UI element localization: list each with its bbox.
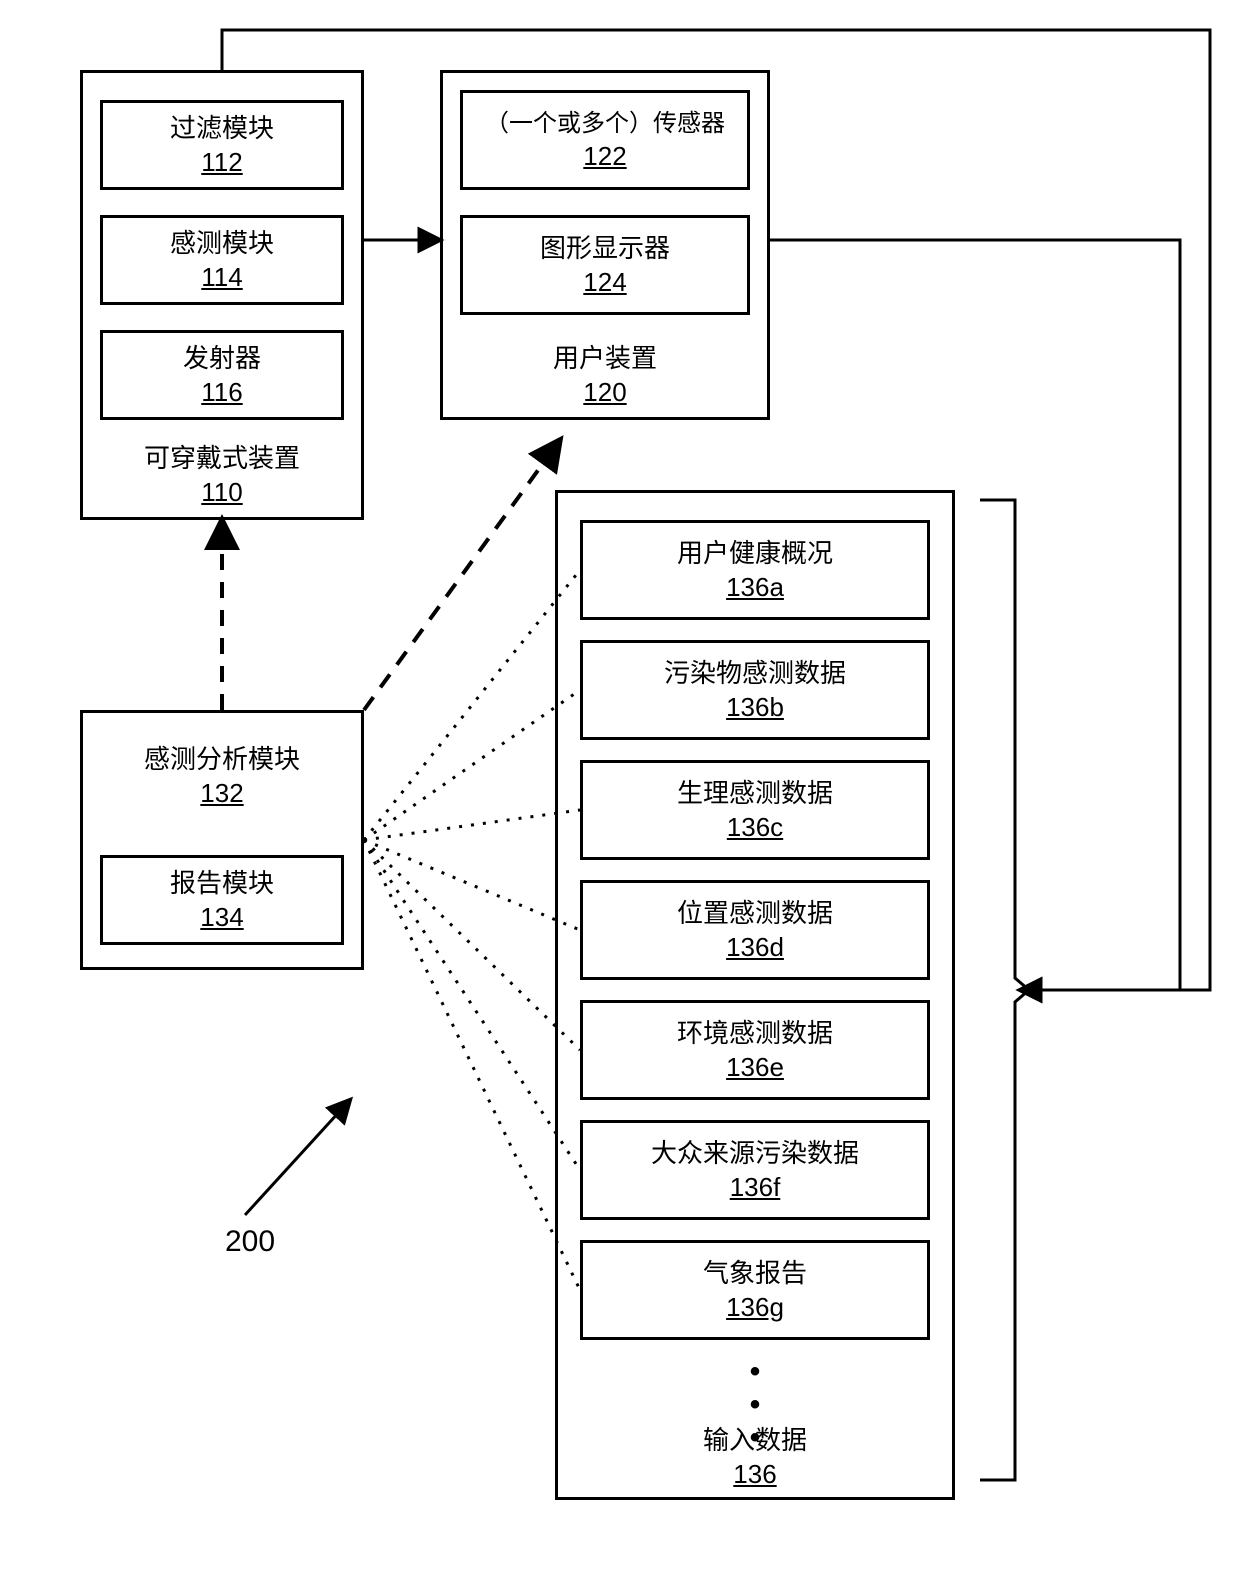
analysis-ref: 132 <box>200 778 243 809</box>
input-data-item-label: 生理感测数据 <box>677 777 833 810</box>
emitter-module-ref: 116 <box>201 377 242 408</box>
filter-module-ref: 112 <box>201 147 242 178</box>
sensing-module-label: 感测模块 <box>170 227 274 260</box>
input-data-item-ref: 136f <box>730 1172 781 1203</box>
input-data-item: 气象报告136g <box>580 1240 930 1340</box>
display-label: 图形显示器 <box>540 232 670 265</box>
input-data-item-ref: 136c <box>727 812 783 843</box>
sensors-box: （一个或多个）传感器 122 <box>460 90 750 190</box>
emitter-module: 发射器 116 <box>100 330 344 420</box>
wearable-device-ref: 110 <box>80 477 364 508</box>
filter-module: 过滤模块 112 <box>100 100 344 190</box>
input-data-item: 环境感测数据136e <box>580 1000 930 1100</box>
input-data-item-ref: 136a <box>726 572 784 603</box>
user-device-ref: 120 <box>440 377 770 408</box>
input-data-item-ref: 136e <box>726 1052 784 1083</box>
input-data-item: 用户健康概况136a <box>580 520 930 620</box>
input-data-item: 生理感测数据136c <box>580 760 930 860</box>
user-device-label: 用户装置 <box>440 338 770 375</box>
report-module: 报告模块 134 <box>100 855 344 945</box>
input-data-item: 大众来源污染数据136f <box>580 1120 930 1220</box>
filter-module-label: 过滤模块 <box>170 112 274 145</box>
input-data-item-ref: 136g <box>726 1292 784 1323</box>
figure-number: 200 <box>225 1225 275 1259</box>
input-data-item-label: 大众来源污染数据 <box>651 1137 859 1170</box>
input-data-item-ref: 136b <box>726 692 784 723</box>
input-data-ref: 136 <box>555 1459 955 1490</box>
input-data-item-label: 环境感测数据 <box>677 1017 833 1050</box>
user-device-caption: 用户装置 120 <box>440 338 770 408</box>
ellipsis-dots: ••• <box>555 1355 955 1454</box>
input-data-item-label: 气象报告 <box>703 1257 807 1290</box>
emitter-module-label: 发射器 <box>183 342 261 375</box>
analysis-label: 感测分析模块 <box>144 743 300 776</box>
diagram-stage: 可穿戴式装置 110 过滤模块 112 感测模块 114 发射器 116 用户装… <box>0 0 1240 1578</box>
input-data-item-label: 用户健康概况 <box>677 537 833 570</box>
display-ref: 124 <box>583 267 626 298</box>
display-box: 图形显示器 124 <box>460 215 750 315</box>
input-data-item: 位置感测数据136d <box>580 880 930 980</box>
wearable-device-caption: 可穿戴式装置 110 <box>80 438 364 508</box>
input-data-item: 污染物感测数据136b <box>580 640 930 740</box>
wearable-device-label: 可穿戴式装置 <box>80 438 364 475</box>
sensors-ref: 122 <box>583 141 626 172</box>
report-module-label: 报告模块 <box>170 867 274 900</box>
sensors-label: （一个或多个）传感器 <box>485 109 725 139</box>
input-data-item-ref: 136d <box>726 932 784 963</box>
input-data-item-label: 位置感测数据 <box>677 897 833 930</box>
sensing-module-ref: 114 <box>201 262 242 293</box>
sensing-module: 感测模块 114 <box>100 215 344 305</box>
input-data-item-label: 污染物感测数据 <box>664 657 846 690</box>
report-module-ref: 134 <box>200 902 243 933</box>
